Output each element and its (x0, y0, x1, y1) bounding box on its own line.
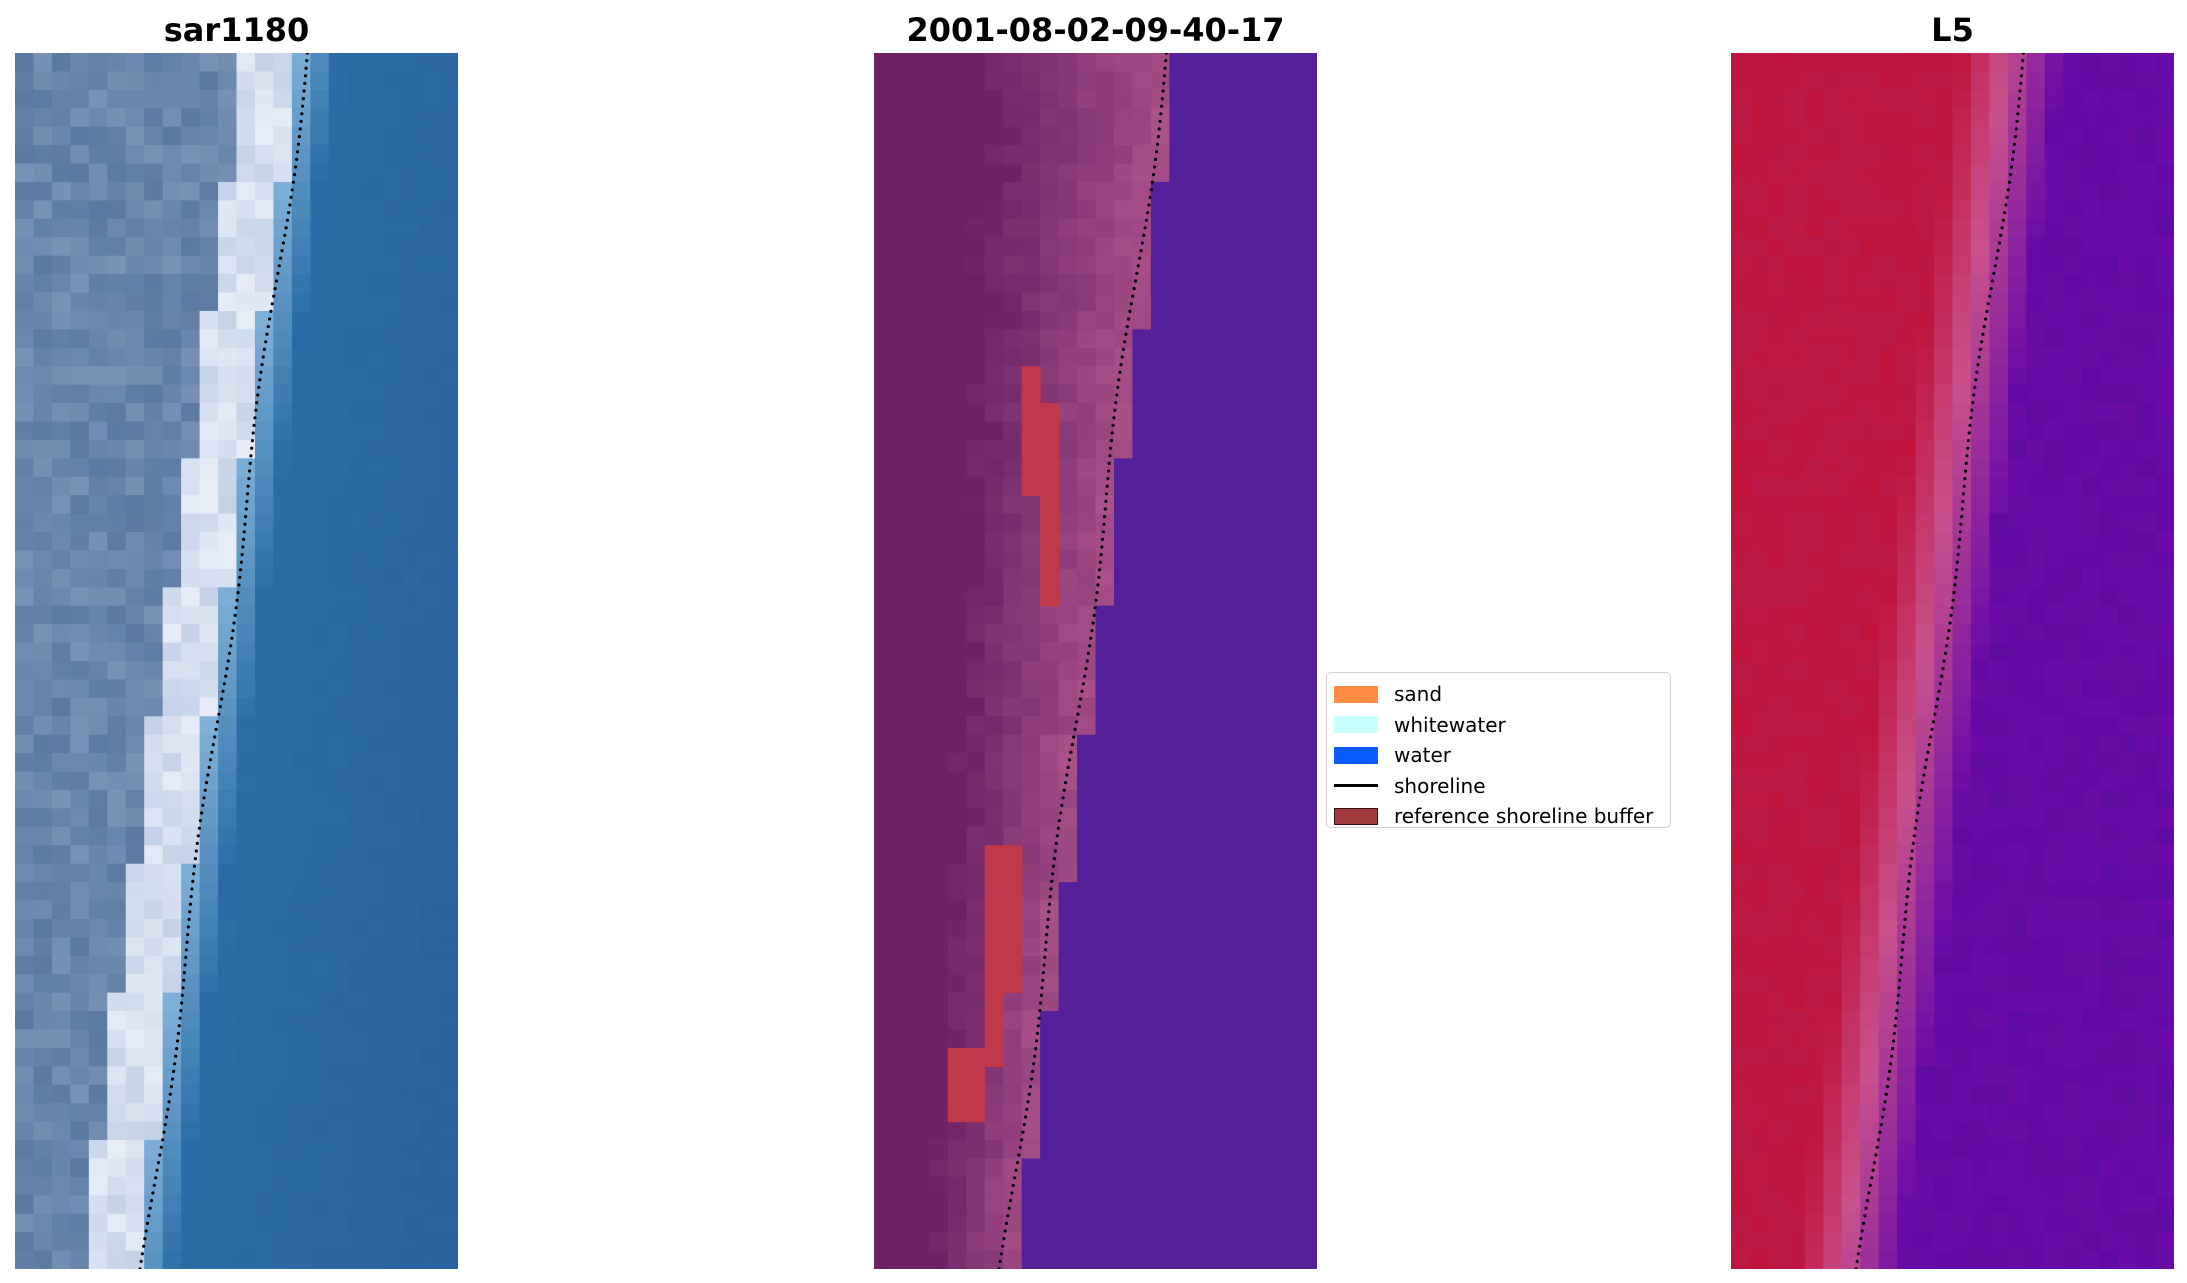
index-image-panel (1731, 53, 2174, 1269)
legend-item-sand: sand (1334, 679, 1670, 710)
sand-swatch (1334, 685, 1378, 703)
reference-buffer-swatch (1334, 807, 1378, 825)
reference-buffer-cell (947, 1047, 986, 1123)
whitewater-swatch (1334, 716, 1378, 734)
shoreline-dots (138, 53, 309, 1269)
reference-buffer-cell (984, 845, 1023, 994)
legend-label-water: water (1394, 743, 1451, 768)
legend-label-whitewater: whitewater (1394, 712, 1506, 737)
water-swatch (1334, 746, 1378, 764)
legend-item-shoreline: shoreline (1334, 771, 1670, 802)
panel-title-date: 2001-08-02-09-40-17 (906, 11, 1285, 49)
classified-image-panel (874, 53, 1317, 1269)
reference-buffer-cell (1021, 366, 1041, 496)
legend: sand whitewater water shoreline referenc… (1326, 672, 1671, 828)
legend-label-reference-buffer: reference shoreline buffer (1394, 804, 1654, 829)
panel-title-l5: L5 (1931, 11, 1974, 49)
shoreline-line-swatch (1334, 784, 1378, 788)
reference-buffer-cell (984, 992, 1004, 1049)
shoreline-dots (1854, 53, 2025, 1269)
legend-label-shoreline: shoreline (1394, 773, 1486, 798)
rgb-image-panel (15, 53, 458, 1269)
panel-title-sar1180: sar1180 (163, 11, 310, 49)
shoreline-dots (997, 53, 1168, 1269)
legend-label-sand: sand (1394, 682, 1443, 707)
legend-item-water: water (1334, 740, 1670, 771)
legend-item-reference-buffer: reference shoreline buffer (1334, 801, 1670, 832)
legend-item-whitewater: whitewater (1334, 710, 1670, 741)
reference-buffer-cell (1040, 403, 1060, 607)
